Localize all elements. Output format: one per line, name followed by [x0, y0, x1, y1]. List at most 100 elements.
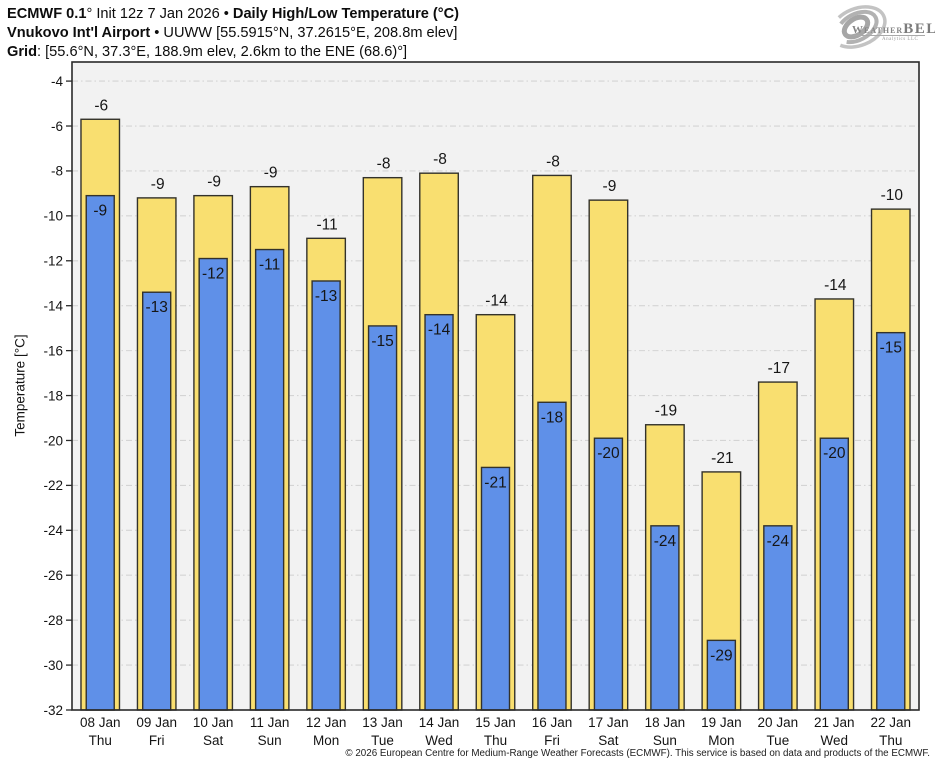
bar-low: [85, 194, 115, 711]
x-tick-date: 14 Jan: [419, 715, 460, 730]
chart-header: ECMWF 0.1° Init 12z 7 Jan 2026 • Daily H…: [7, 5, 459, 61]
header-product-name: Daily High/Low Temperature (°C): [232, 6, 460, 22]
bar-low-label: -29: [710, 647, 732, 664]
x-tick-date: 16 Jan: [532, 715, 573, 730]
y-tick-label: -22: [43, 478, 63, 493]
logo-bell-text: BELL: [903, 21, 935, 37]
bar-low-label: -9: [93, 203, 107, 220]
header-grid-label: Grid: [7, 43, 37, 60]
header-line-1: ECMWF 0.1° Init 12z 7 Jan 2026 • Daily H…: [7, 5, 459, 24]
bar-low-label: -15: [371, 333, 393, 350]
bar-high-label: -21: [711, 450, 733, 467]
header-model-name: ECMWF 0.1: [7, 6, 87, 22]
weatherbell-logo: WeatherBELL Analytics LLC: [826, 2, 935, 54]
y-tick-label: -10: [43, 209, 63, 224]
bar-high-label: -8: [433, 151, 447, 168]
bar-high-label: -10: [881, 187, 904, 204]
y-tick-label: -30: [43, 658, 63, 673]
x-tick-day: Tue: [766, 733, 789, 748]
x-tick-day: Sun: [653, 733, 677, 748]
x-tick-day: Fri: [149, 733, 165, 748]
bar-high-label: -9: [264, 165, 278, 182]
x-tick-date: 09 Jan: [136, 715, 177, 730]
bar-high-label: -8: [546, 153, 560, 170]
y-tick-label: -28: [43, 613, 63, 628]
bar-high-label: -14: [485, 293, 508, 310]
bar-low: [650, 525, 680, 711]
x-tick-date: 22 Jan: [870, 715, 911, 730]
x-tick-date: 15 Jan: [475, 715, 516, 730]
header-init-info: ° Init 12z 7 Jan 2026 •: [86, 6, 233, 22]
bar-low-label: -21: [484, 474, 506, 491]
bar-high-label: -11: [316, 216, 337, 233]
y-tick-label: -14: [43, 299, 63, 314]
x-tick-date: 18 Jan: [645, 715, 686, 730]
header-station-coords: • UUWW [55.5915°N, 37.2615°E, 208.8m ele…: [150, 24, 458, 41]
hurricane-swirl-icon: [829, 5, 887, 49]
bar-low-label: -14: [428, 322, 451, 339]
y-tick-label: -12: [43, 254, 63, 269]
y-tick-label: -16: [43, 343, 63, 358]
bar-high-label: -17: [768, 360, 790, 377]
y-tick-label: -4: [51, 74, 63, 89]
bar-high-label: -9: [151, 176, 165, 193]
bar-low: [198, 257, 228, 711]
x-tick-day: Wed: [821, 733, 849, 748]
header-grid-coords: : [55.6°N, 37.3°E, 188.9m elev, 2.6km to…: [37, 43, 408, 60]
bar-low: [141, 291, 172, 711]
footer-copyright: © 2026 European Centre for Medium-Range …: [345, 748, 930, 759]
bar-low: [876, 331, 906, 711]
x-tick-date: 17 Jan: [588, 715, 629, 730]
bar-low-label: -24: [654, 533, 677, 550]
bar-low-label: -20: [823, 445, 846, 462]
y-tick-label: -18: [43, 388, 63, 403]
y-tick-label: -26: [43, 568, 63, 583]
bar-high-label: -14: [824, 277, 847, 294]
y-tick-label: -24: [43, 523, 63, 538]
bar-low: [480, 466, 511, 711]
x-tick-day: Mon: [313, 733, 339, 748]
x-tick-date: 11 Jan: [250, 715, 290, 730]
logo-divider: [853, 35, 925, 36]
bar-low-label: -20: [597, 445, 620, 462]
bar-low: [367, 325, 398, 711]
bar-low-label: -11: [259, 257, 280, 274]
bar-low-label: -18: [541, 409, 563, 426]
x-tick-day: Sat: [203, 733, 224, 748]
x-tick-date: 12 Jan: [306, 715, 347, 730]
bar-low: [706, 639, 737, 711]
bar-low: [763, 525, 793, 711]
bar-low: [537, 401, 567, 711]
x-tick-day: Sun: [258, 733, 282, 748]
bar-high-label: -19: [655, 403, 677, 420]
y-tick-label: -8: [51, 164, 63, 179]
x-tick-day: Sat: [598, 733, 619, 748]
x-tick-date: 10 Jan: [193, 715, 234, 730]
header-line-2: Vnukovo Int'l Airport • UUWW [55.5915°N,…: [7, 24, 459, 43]
bar-low: [424, 313, 454, 711]
plot-border: [71, 61, 920, 711]
x-tick-day: Tue: [371, 733, 394, 748]
x-tick-day: Thu: [89, 733, 112, 748]
x-tick-day: Thu: [879, 733, 902, 748]
y-tick-label: -20: [43, 433, 63, 448]
bar-high-label: -9: [207, 174, 221, 191]
bar-low-label: -13: [315, 288, 337, 305]
x-tick-day: Mon: [708, 733, 734, 748]
bar-low-label: -15: [880, 340, 902, 357]
x-tick-day: Fri: [544, 733, 560, 748]
x-tick-date: 08 Jan: [80, 715, 121, 730]
bar-low: [254, 248, 285, 711]
x-tick-date: 20 Jan: [758, 715, 799, 730]
bar-low-label: -24: [767, 533, 790, 550]
y-tick-label: -32: [43, 703, 63, 718]
x-tick-date: 13 Jan: [362, 715, 403, 730]
x-tick-day: Thu: [484, 733, 507, 748]
bar-low-label: -13: [145, 299, 167, 316]
bar-high-label: -6: [94, 97, 108, 114]
x-tick-date: 19 Jan: [701, 715, 742, 730]
logo-weather-text: Weather: [852, 24, 904, 36]
bar-low: [593, 437, 624, 711]
